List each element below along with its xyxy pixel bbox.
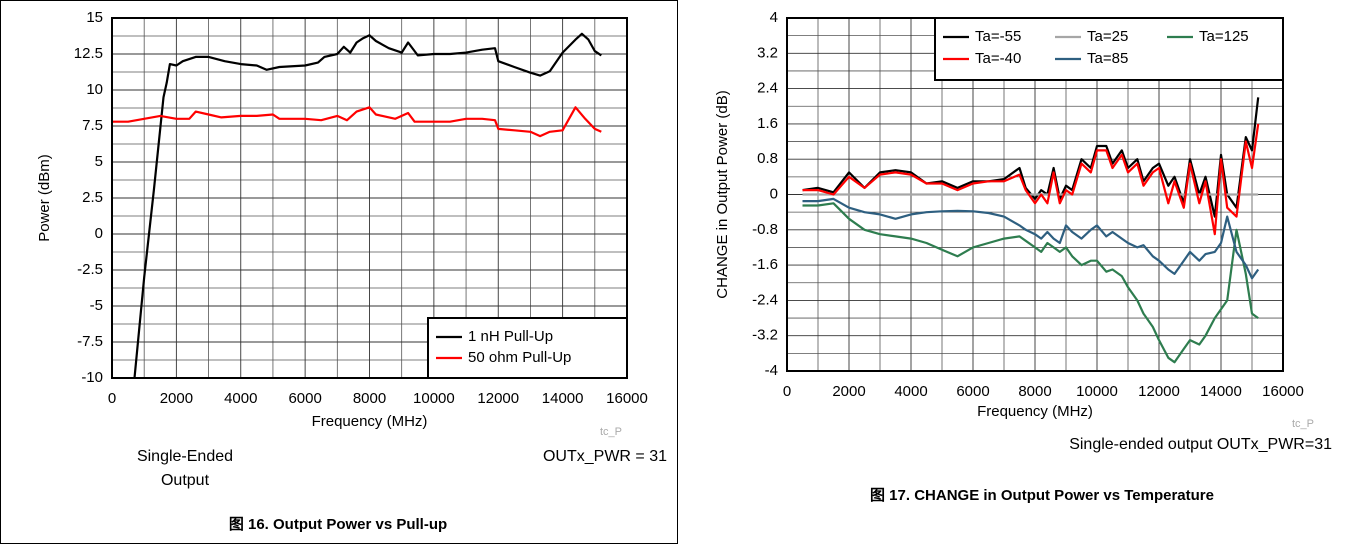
caption: 图 17. CHANGE in Output Power vs Temperat…	[870, 487, 1214, 504]
note: Single-ended output OUTx_PWR=31	[1069, 436, 1332, 453]
y-axis-label: Power (dBm)	[36, 154, 53, 242]
x-tick-label: 12000	[477, 390, 519, 407]
x-tick-label: 0	[783, 383, 791, 400]
note: Single-Ended	[137, 448, 233, 465]
legend-label: Ta=25	[1087, 28, 1128, 45]
x-tick-label: 12000	[1138, 383, 1180, 400]
y-tick-label: 0	[770, 185, 778, 202]
x-axis-label: Frequency (MHz)	[977, 403, 1093, 420]
legend-label: Ta=125	[1199, 28, 1249, 45]
x-tick-label: 14000	[542, 390, 584, 407]
y-tick-label: 4	[770, 9, 778, 26]
x-tick-label: 2000	[832, 383, 865, 400]
x-tick-label: 4000	[224, 390, 257, 407]
y-tick-label: -10	[81, 369, 103, 386]
legend-box	[934, 17, 1284, 81]
x-tick-label: 16000	[606, 390, 648, 407]
series-line	[802, 202, 1259, 364]
y-tick-label: 0	[95, 225, 103, 242]
x-tick-label: 0	[108, 390, 116, 407]
y-tick-label: -7.5	[77, 333, 103, 350]
caption: 图 16. Output Power vs Pull-up	[229, 516, 447, 533]
y-tick-label: -4	[765, 362, 778, 379]
y-tick-label: -0.8	[752, 221, 778, 238]
y-tick-label: 15	[86, 9, 103, 26]
x-tick-label: 10000	[413, 390, 455, 407]
legend-label: Ta=85	[1087, 50, 1128, 67]
y-tick-label: 2.5	[82, 189, 103, 206]
series-line	[112, 106, 602, 138]
legend-label: Ta=-55	[975, 28, 1021, 45]
x-tick-label: 6000	[288, 390, 321, 407]
note: Output	[161, 472, 210, 489]
legend-label: 1 nH Pull-Up	[468, 328, 553, 345]
y-tick-label: 12.5	[74, 45, 103, 62]
x-tick-label: 4000	[894, 383, 927, 400]
y-tick-label: 3.2	[757, 44, 778, 61]
x-tick-label: 6000	[956, 383, 989, 400]
y-tick-label: 0.8	[757, 150, 778, 167]
x-tick-label: 14000	[1200, 383, 1242, 400]
legend-label: Ta=-40	[975, 50, 1021, 67]
x-tick-label: 16000	[1262, 383, 1304, 400]
x-tick-label: 2000	[160, 390, 193, 407]
y-tick-label: -3.2	[752, 327, 778, 344]
legend-box	[427, 317, 628, 379]
y-tick-label: 10	[86, 81, 103, 98]
x-tick-label: 8000	[1018, 383, 1051, 400]
x-tick-label: 8000	[353, 390, 386, 407]
y-axis-label: CHANGE in Output Power (dB)	[714, 90, 731, 298]
y-tick-label: -5	[90, 297, 103, 314]
x-axis-label: Frequency (MHz)	[312, 413, 428, 430]
y-tick-label: 1.6	[757, 115, 778, 132]
y-tick-label: -2.4	[752, 291, 778, 308]
plot-frame	[111, 17, 628, 379]
watermark: tc_P	[600, 426, 622, 438]
series-line	[802, 197, 1260, 280]
watermark: tc_P	[1292, 418, 1314, 430]
series-line	[802, 123, 1260, 236]
y-tick-label: 7.5	[82, 117, 103, 134]
y-tick-label: 2.4	[757, 80, 778, 97]
x-tick-label: 10000	[1076, 383, 1118, 400]
series-line	[133, 32, 602, 378]
y-tick-label: -1.6	[752, 256, 778, 273]
y-tick-label: -2.5	[77, 261, 103, 278]
legend-label: 50 ohm Pull-Up	[468, 349, 571, 366]
y-tick-label: 5	[95, 153, 103, 170]
note: OUTx_PWR = 31	[543, 448, 667, 465]
